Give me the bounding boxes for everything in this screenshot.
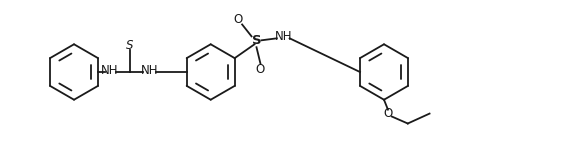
Text: S: S — [252, 34, 261, 47]
Text: NH: NH — [274, 30, 292, 43]
Text: O: O — [256, 62, 265, 76]
Text: O: O — [383, 107, 393, 120]
Text: S: S — [126, 39, 133, 52]
Text: NH: NH — [140, 64, 158, 76]
Text: NH: NH — [101, 64, 119, 76]
Text: O: O — [233, 13, 242, 25]
